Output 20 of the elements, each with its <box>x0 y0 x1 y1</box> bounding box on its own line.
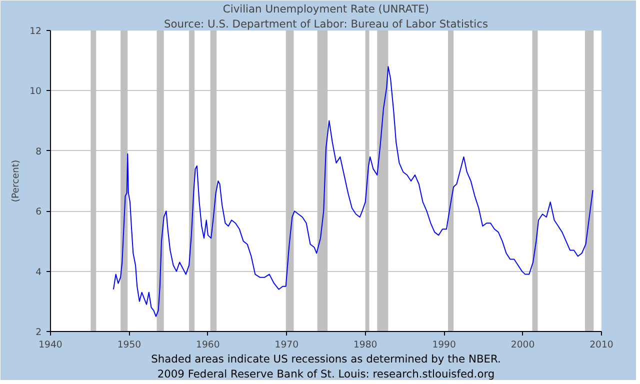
chart-subtitle: Source: U.S. Department of Labor: Bureau of Labor Statistics <box>164 18 488 30</box>
chart-title: Civilian Unemployment Rate (UNRATE) <box>222 2 430 16</box>
y-tick-label: 4 <box>36 266 42 278</box>
x-tick-label: 1940 <box>38 340 62 350</box>
x-tick-label: 1950 <box>117 340 142 350</box>
x-tick-label: 1980 <box>353 340 378 350</box>
x-tick-label: 2010 <box>590 340 614 350</box>
text: Shaded areas indicate US recessions as determined by the NBER. <box>151 352 501 366</box>
y-tick-label: 6 <box>36 206 42 218</box>
line-series <box>112 66 594 317</box>
x-tick-label: 1960 <box>196 340 220 350</box>
y-tick-label: 12 <box>30 26 42 37</box>
y-tick-label: 10 <box>30 86 42 98</box>
text: 2009 Federal Reserve Bank of St. Louis: research.stlouisfed.org <box>157 368 495 380</box>
x-tick-label: 1970 <box>274 340 299 350</box>
x-tick-label: 1990 <box>432 340 456 350</box>
y-axis-title: (Percent) <box>10 160 22 202</box>
x-tick-label: 2000 <box>510 340 535 350</box>
y-tick-label: 8 <box>36 146 42 158</box>
y-tick-label: 2 <box>36 327 42 338</box>
